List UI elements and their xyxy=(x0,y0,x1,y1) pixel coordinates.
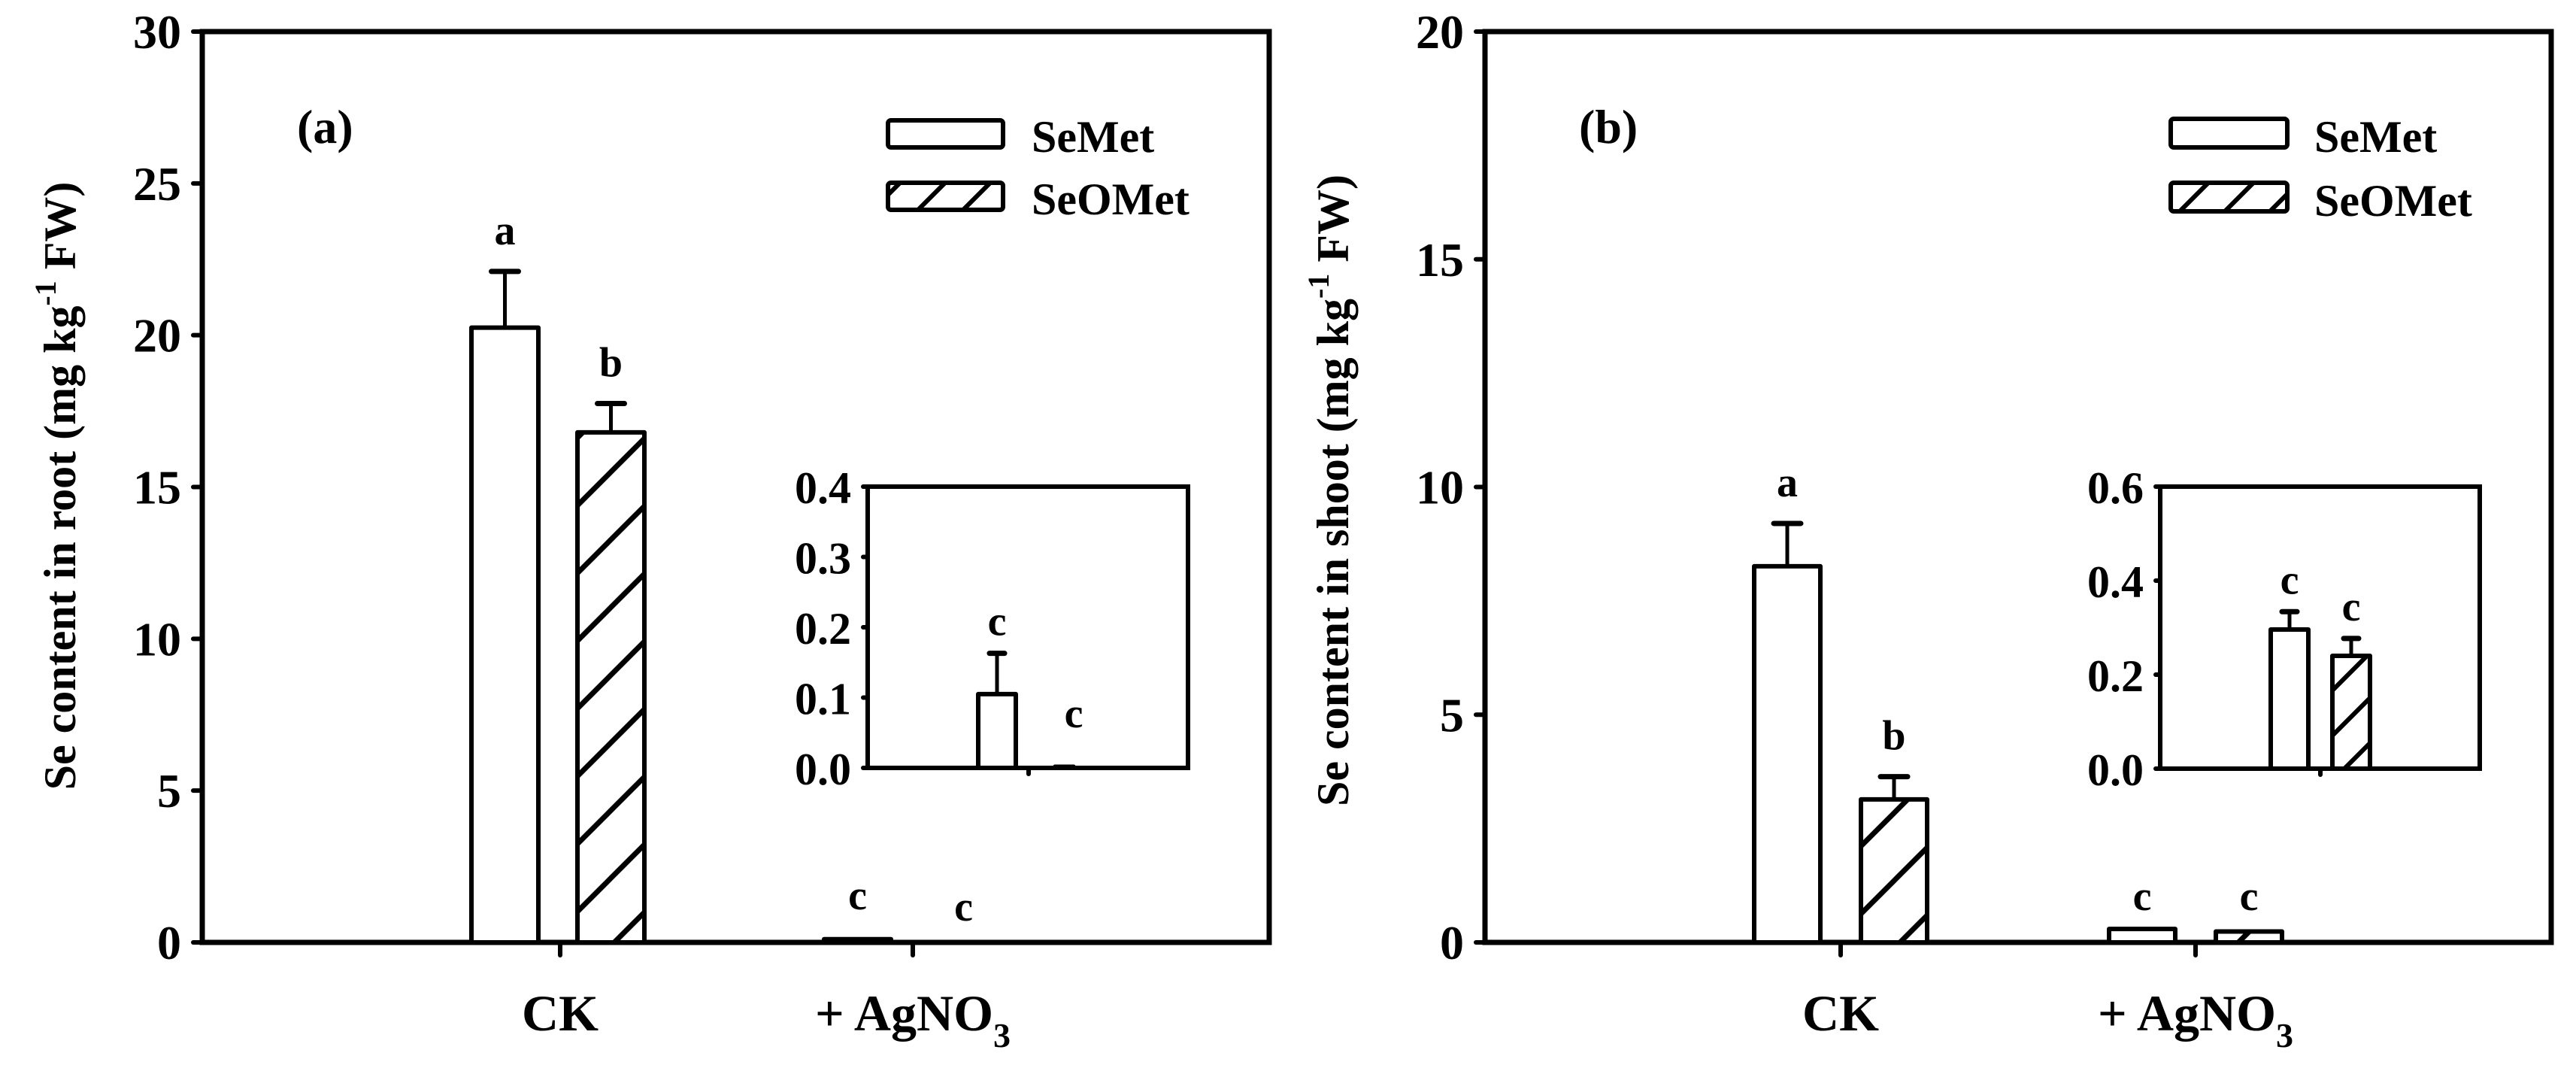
legend-swatch-open xyxy=(886,118,1005,150)
bars: a c b c xyxy=(1752,460,2284,945)
panel-b: Se content in shoot (mg kg-1 FW) 0 5 10 15 2… xyxy=(1302,5,2554,1054)
inset-significance-letter: c xyxy=(2281,557,2299,603)
inset-y-tick-label: 0.4 xyxy=(2087,557,2144,607)
y-tick-label: 15 xyxy=(1416,233,1464,287)
legend-label: SeMet xyxy=(2314,112,2437,162)
legend-label: SeOMet xyxy=(1032,174,1190,224)
inset-y-tick-label: 0.4 xyxy=(795,463,851,513)
x-axis-ticks: CK + AgNO3 xyxy=(522,940,1011,1054)
y-axis-label: Se content in root (mg kg-1 FW) xyxy=(29,182,85,790)
inset-chart: 0.0 0.2 0.4 0.6 cc xyxy=(2087,463,2482,795)
legend: SeMet SeOMet xyxy=(2168,112,2472,226)
significance-letter: c xyxy=(2133,873,2152,920)
bar-semet xyxy=(1752,563,1823,945)
inset-y-tick-label: 0.6 xyxy=(2087,463,2144,513)
inset-bar-semet xyxy=(2268,627,2311,771)
legend-swatch-hatched xyxy=(886,181,1005,212)
significance-letter: c xyxy=(954,884,973,930)
y-axis-label: Se content in shoot (mg kg-1 FW) xyxy=(1302,174,1358,806)
panel-label: (b) xyxy=(1579,100,1638,153)
y-tick-label: 5 xyxy=(157,764,181,818)
y-tick-label: 0 xyxy=(1440,916,1464,969)
y-tick-label: 10 xyxy=(1416,461,1464,514)
inset-frame xyxy=(2158,484,2482,771)
significance-letter: c xyxy=(2240,873,2259,920)
inset-frame xyxy=(865,484,1190,770)
inset-y-tick-label: 0.3 xyxy=(795,534,851,584)
significance-letter: c xyxy=(848,872,867,919)
inset-significance-letter: c xyxy=(988,599,1007,645)
significance-letter: b xyxy=(599,339,623,386)
legend-label: SeMet xyxy=(1032,112,1154,162)
y-axis-ticks: 0 5 10 15 20 25 30 xyxy=(133,5,205,969)
x-tick-label: + AgNO3 xyxy=(815,985,1011,1054)
legend-swatch-hatched xyxy=(2168,181,2290,214)
x-tick-label: CK xyxy=(1802,985,1879,1042)
bar-seomet xyxy=(575,429,647,945)
panel-a-ylabel: Se content in root (mg kg-1 FW) xyxy=(29,182,85,790)
bar-semet xyxy=(822,936,893,945)
x-tick-label: CK xyxy=(522,985,599,1042)
bar-seomet xyxy=(2214,929,2284,945)
bar-seomet xyxy=(1859,796,1929,945)
inset-bar-seomet xyxy=(2330,654,2372,771)
panel-a: Se content in root (mg kg-1 FW) 0 5 10 15 20… xyxy=(29,5,1272,1054)
legend: SeMet SeOMet xyxy=(886,112,1190,224)
inset-y-tick-label: 0.2 xyxy=(2087,651,2144,701)
y-tick-label: 5 xyxy=(1440,688,1464,742)
y-tick-label: 0 xyxy=(157,916,181,969)
inset-chart: 0.0 0.1 0.2 0.3 0.4 c c xyxy=(795,463,1190,794)
significance-letter: a xyxy=(495,208,516,254)
significance-letter: a xyxy=(1777,460,1798,506)
legend-label: SeOMet xyxy=(2314,176,2472,226)
inset-significance-letter: c xyxy=(2342,584,2361,630)
x-axis-ticks: CK + AgNO3 xyxy=(1802,940,2293,1054)
inset-y-tick-label: 0.1 xyxy=(795,675,851,724)
x-tick-label: + AgNO3 xyxy=(2098,985,2293,1054)
inset-significance-letter: c xyxy=(1065,690,1083,737)
y-tick-label: 25 xyxy=(133,157,181,211)
bar-semet xyxy=(469,325,541,945)
bars: a c b c xyxy=(469,208,973,945)
y-tick-label: 20 xyxy=(1416,5,1464,59)
y-tick-label: 30 xyxy=(133,5,181,59)
legend-swatch-open xyxy=(2168,117,2290,150)
inset-y-tick-label: 0.2 xyxy=(795,604,851,654)
y-tick-label: 15 xyxy=(133,461,181,514)
inset-y-tick-label: 0.0 xyxy=(795,745,851,794)
y-axis-ticks: 0 5 10 15 20 xyxy=(1416,5,1487,969)
y-tick-label: 10 xyxy=(133,612,181,666)
y-tick-label: 20 xyxy=(133,309,181,363)
inset-bar-semet xyxy=(976,691,1018,771)
panel-b-ylabel: Se content in shoot (mg kg-1 FW) xyxy=(1302,174,1358,806)
panel-label: (a) xyxy=(297,100,353,153)
significance-letter: b xyxy=(1882,713,1905,760)
inset-y-tick-label: 0.0 xyxy=(2087,745,2144,795)
bar-semet xyxy=(2107,927,2177,945)
